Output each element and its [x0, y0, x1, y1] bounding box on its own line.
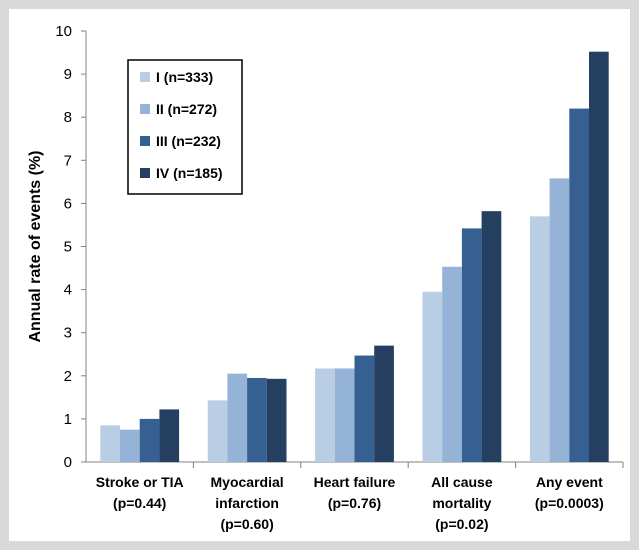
- y-tick-label: 0: [64, 454, 72, 471]
- bar: [207, 400, 228, 462]
- bar: [374, 345, 394, 462]
- bar: [442, 266, 462, 462]
- bar: [120, 429, 140, 462]
- bar: [529, 216, 550, 462]
- bar: [481, 211, 502, 462]
- bar: [422, 291, 443, 462]
- bar: [354, 355, 375, 462]
- bar: [569, 108, 589, 462]
- labels: 0 1 2 3 4 5 6 7 8 9 10 Annual rate of events (%) Str…: [27, 23, 604, 532]
- bar: [227, 373, 248, 462]
- x-category-label-line: Myocardial: [211, 474, 284, 490]
- x-category-label: Stroke or TIA (p=0.44): [96, 474, 184, 511]
- bar: [589, 51, 609, 463]
- x-category-label-line: mortality: [432, 495, 491, 511]
- legend: I (n=333) II (n=272) III (n=232) IV (n=185): [127, 59, 243, 195]
- x-category-label-line: infarction: [215, 495, 279, 511]
- bars: [100, 51, 609, 463]
- y-axis-title: Annual rate of events (%): [27, 150, 44, 342]
- bar: [266, 378, 287, 462]
- legend-label: I (n=333): [156, 69, 213, 85]
- bar: [139, 418, 160, 462]
- x-category-label-line: Heart failure: [314, 474, 396, 490]
- y-tick-label: 7: [64, 152, 72, 169]
- x-category-label-line: (p=0.02): [435, 516, 488, 532]
- legend-label: IV (n=185): [156, 165, 223, 181]
- x-category-label-line: (p=0.76): [328, 495, 381, 511]
- bar: [315, 368, 335, 462]
- bar: [461, 228, 482, 462]
- y-tick-label: 2: [64, 368, 72, 385]
- y-tick-label: 4: [64, 282, 72, 299]
- bar: [247, 377, 267, 462]
- bar: [100, 425, 120, 462]
- x-category-label-line: (p=0.44): [113, 495, 166, 511]
- legend-swatch: [140, 72, 150, 82]
- y-tick-label: 1: [64, 411, 72, 428]
- legend-swatch: [140, 104, 150, 114]
- x-category-label-line: (p=0.0003): [535, 495, 604, 511]
- x-category-label-line: Any event: [536, 474, 603, 490]
- y-tick-label: 6: [64, 195, 72, 212]
- bar: [334, 368, 355, 462]
- y-tick-label: 9: [64, 66, 72, 83]
- y-tick-label: 10: [55, 23, 72, 40]
- x-category-label-line: Stroke or TIA: [96, 474, 184, 490]
- y-tick-label: 5: [64, 239, 72, 256]
- x-category-label: Heart failure (p=0.76): [314, 474, 396, 511]
- legend-swatch: [140, 136, 150, 146]
- bar: [159, 409, 180, 462]
- legend-swatch: [140, 168, 150, 178]
- legend-label: III (n=232): [156, 133, 221, 149]
- x-category-label-line: All cause: [431, 474, 493, 490]
- x-category-label: All cause mortality (p=0.02): [431, 474, 493, 532]
- x-category-label-line: (p=0.60): [220, 516, 273, 532]
- y-tick-label: 8: [64, 109, 72, 126]
- x-category-label: Myocardial infarction (p=0.60): [211, 474, 284, 532]
- y-tick-label: 3: [64, 325, 72, 342]
- bar: [549, 178, 570, 463]
- legend-label: II (n=272): [156, 101, 217, 117]
- x-category-label: Any event (p=0.0003): [535, 474, 604, 511]
